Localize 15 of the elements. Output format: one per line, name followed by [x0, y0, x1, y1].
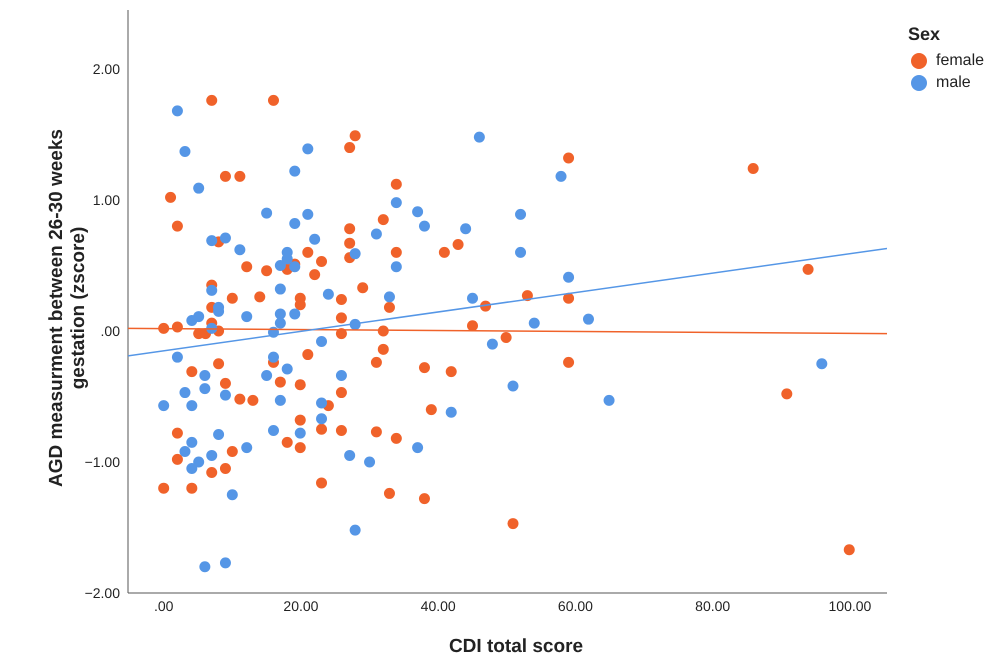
y-tick-label: .00 [100, 322, 120, 339]
y-tick-label: 2.00 [92, 60, 120, 77]
y-tick-label: −2.00 [84, 584, 120, 601]
y-tick-label: 1.00 [92, 192, 120, 208]
x-tick-label: 20.00 [283, 598, 319, 614]
x-tick-label: 60.00 [558, 598, 594, 614]
legend-label: male [936, 74, 971, 92]
legend-label: female [936, 52, 984, 70]
y-tick-label: −1.00 [84, 454, 120, 470]
x-tick-label: 80.00 [695, 598, 730, 614]
x-tick-label: 40.00 [420, 598, 456, 614]
x-axis-title: CDI total score [448, 636, 584, 658]
legend-title: Sex [908, 24, 942, 45]
x-tick-label: 100.00 [828, 598, 872, 614]
x-tick-label: .00 [154, 598, 174, 614]
